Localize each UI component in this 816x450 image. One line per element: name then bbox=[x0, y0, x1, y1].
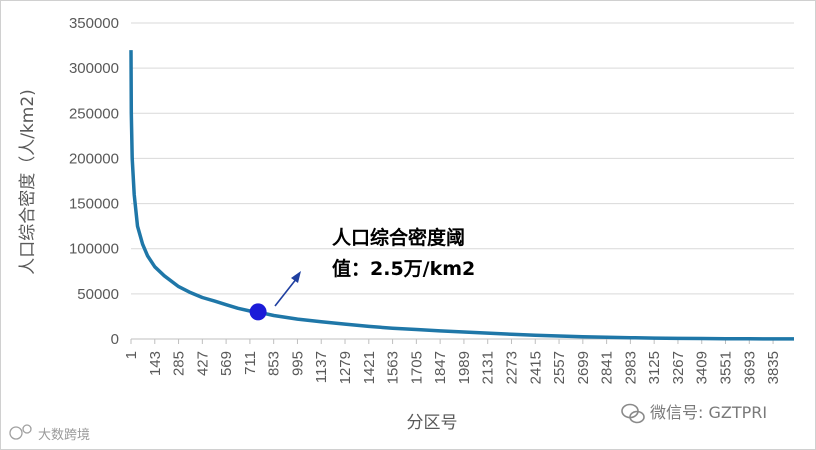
x-tick-label: 2841 bbox=[599, 351, 616, 384]
x-tick-label: 285 bbox=[171, 351, 188, 376]
annotation-line-2: 值：2.5万/km2 bbox=[332, 257, 475, 280]
y-tick-label: 250000 bbox=[69, 105, 119, 122]
y-axis-ticks: 0 50000 100000 150000 200000 250000 300000 3500… bbox=[69, 15, 119, 348]
x-tick-label: 1847 bbox=[432, 351, 449, 384]
x-tick-label: 1705 bbox=[408, 351, 425, 384]
y-tick-label: 200000 bbox=[69, 150, 119, 167]
x-tick-label: 853 bbox=[266, 351, 283, 376]
x-tick-label: 3267 bbox=[670, 351, 687, 384]
density-curve bbox=[129, 50, 794, 341]
x-tick-label: 569 bbox=[218, 351, 235, 376]
y-tick-label: 0 bbox=[111, 331, 119, 348]
x-tick-label: 2131 bbox=[480, 351, 497, 384]
x-tick-label: 3409 bbox=[694, 351, 711, 384]
x-tick-label: 2273 bbox=[503, 351, 520, 384]
x-tick-label: 1 bbox=[123, 351, 140, 359]
y-tick-label: 100000 bbox=[69, 241, 119, 258]
x-tick-label: 3551 bbox=[718, 351, 735, 384]
y-tick-label: 150000 bbox=[69, 196, 119, 213]
x-tick-label: 1421 bbox=[361, 351, 378, 384]
x-tick-label: 3693 bbox=[741, 351, 758, 384]
x-tick-label: 995 bbox=[289, 351, 306, 376]
y-tick-label: 300000 bbox=[69, 60, 119, 77]
wechat-logo-icon bbox=[621, 403, 645, 424]
x-tick-label: 3125 bbox=[646, 351, 663, 384]
x-tick-label: 427 bbox=[194, 351, 211, 376]
wechat-watermark: 微信号: GZTPRI bbox=[621, 403, 767, 424]
x-tick-label: 2699 bbox=[575, 351, 592, 384]
x-tick-label: 2415 bbox=[527, 351, 544, 384]
gridlines bbox=[131, 22, 794, 295]
x-tick-label: 3835 bbox=[765, 351, 782, 384]
x-tick-label: 711 bbox=[242, 351, 259, 375]
y-tick-label: 50000 bbox=[77, 286, 119, 303]
x-axis-title: 分区号 bbox=[407, 413, 458, 433]
threshold-marker bbox=[249, 303, 267, 321]
x-tick-label: 1279 bbox=[337, 351, 354, 384]
x-tick-label: 1563 bbox=[385, 351, 402, 384]
y-tick-label: 350000 bbox=[69, 15, 119, 32]
x-tick-label: 143 bbox=[147, 351, 164, 376]
y-axis-title: 人口综合密度（人/km2) bbox=[18, 89, 38, 275]
x-axis-ticks: 1 143 285 427 569 711 853 995 1137 1279 1421 1563 17… bbox=[123, 339, 782, 384]
x-tick-label: 2557 bbox=[551, 351, 568, 384]
source-watermark: 大数跨境 bbox=[9, 424, 90, 443]
source-logo-icon bbox=[9, 424, 32, 440]
annotation-arrow bbox=[274, 271, 301, 307]
source-watermark-text: 大数跨境 bbox=[38, 428, 90, 443]
x-tick-label: 2983 bbox=[622, 351, 639, 384]
x-tick-label: 1989 bbox=[456, 351, 473, 384]
wechat-id-text: 微信号: GZTPRI bbox=[650, 403, 767, 422]
annotation-line-1: 人口综合密度阈 bbox=[332, 226, 465, 249]
x-tick-label: 1137 bbox=[313, 351, 330, 383]
